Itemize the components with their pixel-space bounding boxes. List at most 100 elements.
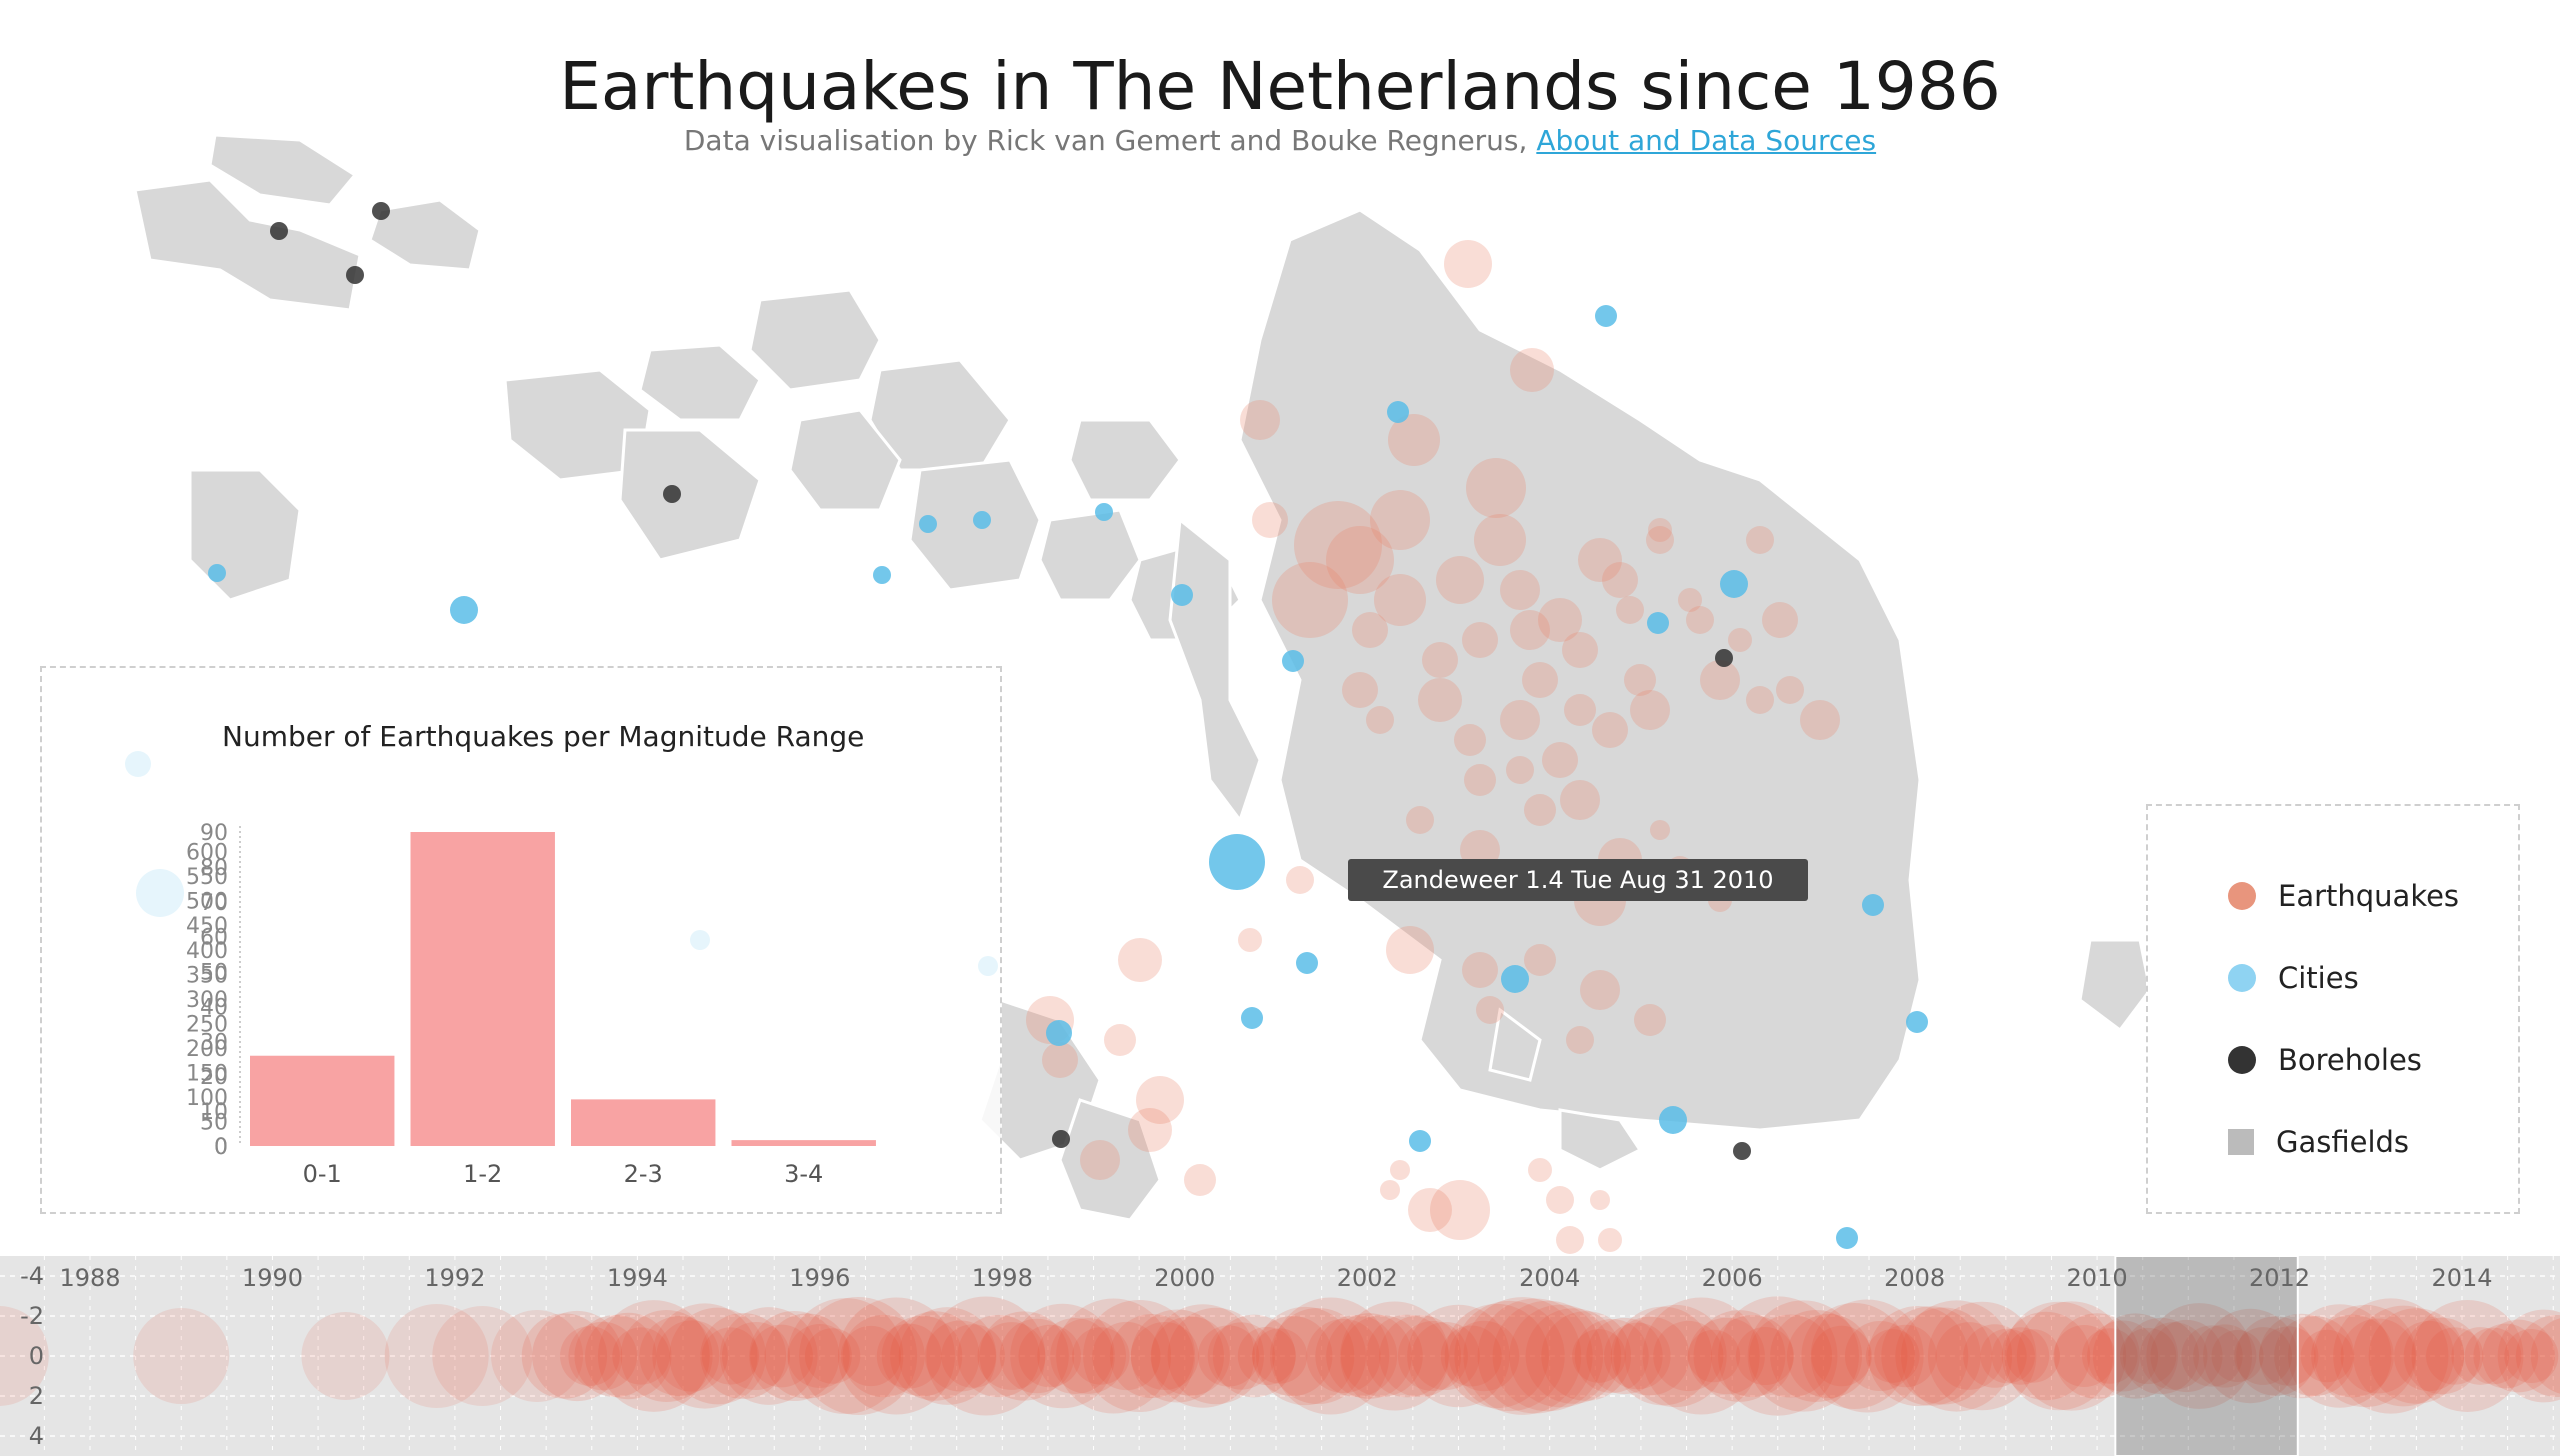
city-marker[interactable] [1647, 612, 1669, 634]
earthquake-marker[interactable] [1616, 596, 1644, 624]
earthquake-marker[interactable] [1184, 1164, 1216, 1196]
city-marker[interactable] [1862, 894, 1884, 916]
timeline-earthquake-marker[interactable] [1269, 1308, 1366, 1404]
city-marker[interactable] [1209, 834, 1265, 890]
timeline-earthquake-marker[interactable] [1624, 1304, 1727, 1408]
earthquake-marker[interactable] [1556, 1226, 1584, 1254]
city-marker[interactable] [1095, 503, 1113, 521]
timeline-earthquake-marker[interactable] [2258, 1326, 2319, 1386]
timeline-earthquake-marker[interactable] [749, 1310, 840, 1402]
timeline-earthquake-marker[interactable] [1991, 1327, 2050, 1385]
timeline-earthquake-marker[interactable] [1340, 1301, 1450, 1411]
city-marker[interactable] [1836, 1227, 1858, 1249]
earthquake-marker[interactable] [1380, 1180, 1400, 1200]
timeline-earthquake-marker[interactable] [521, 1313, 608, 1399]
timeline-earthquake-marker[interactable] [2530, 1317, 2560, 1395]
timeline-earthquake-marker[interactable] [999, 1318, 1075, 1394]
earthquake-marker[interactable] [1686, 606, 1714, 634]
timeline-earthquake-marker[interactable] [1252, 1328, 1308, 1384]
histogram-bar[interactable] [410, 832, 555, 1146]
timeline-earthquake-marker[interactable] [2504, 1328, 2559, 1384]
earthquake-marker[interactable] [1650, 820, 1670, 840]
timeline-earthquake-marker[interactable] [1868, 1305, 1969, 1407]
timeline-earthquake-marker[interactable] [1735, 1326, 1795, 1386]
timeline-earthquake-marker[interactable] [1018, 1324, 1081, 1388]
earthquake-marker[interactable] [1374, 574, 1426, 626]
timeline-earthquake-marker[interactable] [1167, 1307, 1264, 1405]
timeline-earthquake-marker[interactable] [1980, 1328, 2035, 1384]
timeline-earthquake-marker[interactable] [2203, 1308, 2298, 1404]
timeline-earthquake-marker[interactable] [1207, 1322, 1275, 1390]
timeline-earthquake-marker[interactable] [1574, 1318, 1649, 1394]
city-marker[interactable] [1241, 1007, 1263, 1029]
timeline-earthquake-marker[interactable] [1109, 1313, 1194, 1399]
timeline-earthquake-marker[interactable] [2119, 1327, 2177, 1385]
borehole-marker[interactable] [1733, 1142, 1751, 1160]
timeline-earthquake-marker[interactable] [1366, 1314, 1449, 1398]
timeline-earthquake-marker[interactable] [1747, 1300, 1859, 1412]
timeline-earthquake-marker[interactable] [881, 1315, 963, 1397]
city-marker[interactable] [919, 515, 937, 533]
borehole-marker[interactable] [663, 485, 681, 503]
timeline-earthquake-marker[interactable] [1050, 1318, 1126, 1394]
borehole-marker[interactable] [270, 222, 288, 240]
timeline-earthquake-marker[interactable] [977, 1322, 1046, 1390]
timeline-earthquake-marker[interactable] [2394, 1320, 2465, 1392]
earthquake-marker[interactable] [1042, 1042, 1078, 1078]
timeline-earthquake-marker[interactable] [560, 1326, 620, 1386]
timeline-earthquake-marker[interactable] [787, 1298, 904, 1414]
timeline-earthquake-marker[interactable] [301, 1312, 390, 1400]
timeline-earthquake-marker[interactable] [719, 1307, 818, 1405]
timeline-earthquake-marker[interactable] [979, 1311, 1069, 1401]
earthquake-marker[interactable] [1500, 570, 1540, 610]
timeline-earthquake-marker[interactable] [1749, 1314, 1833, 1398]
earthquake-marker[interactable] [1408, 1188, 1452, 1232]
timeline-earthquake-marker[interactable] [1440, 1325, 1502, 1387]
borehole-marker[interactable] [346, 266, 364, 284]
timeline-earthquake-marker[interactable] [532, 1310, 623, 1402]
timeline-earthquake-marker[interactable] [926, 1296, 1046, 1416]
histogram-bar[interactable] [571, 1099, 716, 1146]
timeline-earthquake-marker[interactable] [1326, 1313, 1412, 1399]
city-marker[interactable] [1595, 305, 1617, 327]
timeline-earthquake-marker[interactable] [1572, 1329, 1626, 1383]
earthquake-marker[interactable] [1240, 400, 1280, 440]
timeline-earthquake-marker[interactable] [1711, 1315, 1794, 1397]
timeline-earthquake-marker[interactable] [890, 1311, 980, 1401]
timeline-earthquake-marker[interactable] [2016, 1301, 2127, 1411]
timeline-earthquake-marker[interactable] [2211, 1329, 2264, 1383]
timeline-earthquake-marker[interactable] [2426, 1327, 2484, 1385]
city-marker[interactable] [1171, 584, 1193, 606]
legend-item-earthquakes[interactable]: Earthquakes [2228, 876, 2459, 916]
earthquake-marker[interactable] [1564, 694, 1596, 726]
timeline-earthquake-marker[interactable] [1454, 1300, 1565, 1412]
earthquake-marker[interactable] [1648, 518, 1672, 542]
timeline-earthquake-marker[interactable] [2333, 1298, 2449, 1414]
earthquake-marker[interactable] [1506, 756, 1534, 784]
timeline-earthquake-marker[interactable] [1603, 1322, 1671, 1390]
timeline-earthquake-marker[interactable] [1586, 1317, 1663, 1395]
earthquake-marker[interactable] [1466, 458, 1526, 518]
timeline-earthquake-marker[interactable] [1130, 1321, 1199, 1391]
timeline-earthquake-marker[interactable] [2004, 1301, 2114, 1411]
timeline-earthquake-marker[interactable] [1801, 1303, 1908, 1409]
timeline-earthquake-marker[interactable] [1379, 1315, 1462, 1397]
timeline-earthquake-marker[interactable] [1610, 1316, 1690, 1396]
timeline-earthquake-marker[interactable] [1718, 1296, 1838, 1416]
timeline-earthquake-marker[interactable] [2082, 1328, 2138, 1384]
timeline-earthquake-marker[interactable] [876, 1323, 942, 1389]
timeline-earthquake-marker[interactable] [2451, 1327, 2510, 1385]
timeline-earthquake-marker[interactable] [1072, 1327, 1130, 1385]
timeline-earthquake-marker[interactable] [2234, 1327, 2293, 1385]
earthquake-marker[interactable] [1390, 1160, 1410, 1180]
timeline-earthquake-marker[interactable] [1693, 1310, 1786, 1402]
borehole-marker[interactable] [1715, 649, 1733, 667]
timeline-earthquake-marker[interactable] [568, 1321, 638, 1391]
timeline-earthquake-marker[interactable] [2236, 1316, 2316, 1396]
earthquake-marker[interactable] [1700, 660, 1740, 700]
earthquake-marker[interactable] [1624, 664, 1656, 696]
earthquake-marker[interactable] [1080, 1140, 1120, 1180]
timeline-earthquake-marker[interactable] [1272, 1297, 1390, 1415]
timeline-earthquake-marker[interactable] [1642, 1297, 1760, 1415]
timeline-earthquake-marker[interactable] [2482, 1319, 2555, 1393]
